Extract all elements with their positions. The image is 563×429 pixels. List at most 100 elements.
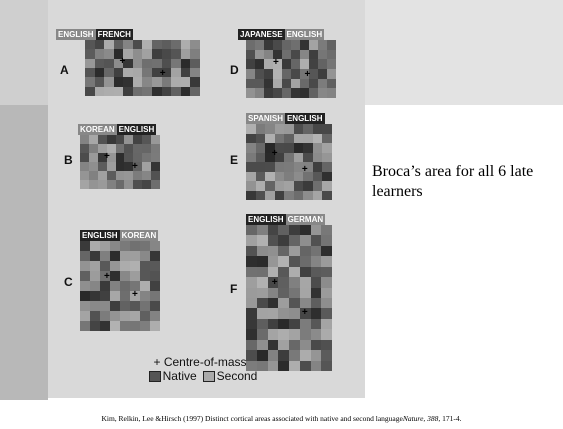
scan-cell	[181, 49, 191, 58]
scan-cell	[278, 225, 289, 235]
scan-cell	[284, 134, 294, 144]
scan-cell	[311, 298, 322, 308]
scan-cell	[150, 321, 160, 331]
scan-cell	[300, 361, 311, 371]
scan-cell	[152, 87, 162, 96]
scan-cell	[278, 246, 289, 256]
scan-cell	[257, 329, 268, 339]
scan-cell	[322, 181, 332, 191]
scan-cell	[85, 87, 95, 96]
scan-cell	[275, 124, 285, 134]
caption: Broca’s area for all 6 late learners	[372, 162, 542, 202]
scan-cell	[110, 321, 120, 331]
scan-cell	[181, 87, 191, 96]
scan-cell	[278, 235, 289, 245]
scan-cell	[133, 49, 143, 58]
scan-cell	[142, 68, 152, 77]
scan-cell	[294, 134, 304, 144]
scan-cell	[257, 225, 268, 235]
scan-cell	[142, 153, 151, 162]
label: FRENCH	[96, 29, 133, 40]
scan-cell	[311, 225, 322, 235]
scan-cell	[104, 40, 114, 49]
scan-cell	[120, 251, 130, 261]
scan-cell	[257, 308, 268, 318]
scan-cell	[300, 288, 311, 298]
scan-cell	[80, 271, 90, 281]
scan-cell	[150, 311, 160, 321]
scan-cell	[309, 50, 318, 60]
scan-cell	[80, 281, 90, 291]
panel-labels: JAPANESEENGLISH	[238, 29, 324, 40]
scan-cell	[140, 271, 150, 281]
scan-cell	[264, 50, 273, 60]
scan-cell	[98, 162, 107, 171]
scan-cell	[321, 225, 332, 235]
scan-cell	[321, 350, 332, 360]
scan-cell	[133, 59, 143, 68]
centre-marker: +	[272, 277, 278, 288]
scan-cell	[133, 87, 143, 96]
scan-cell	[171, 40, 181, 49]
scan-cell	[246, 308, 257, 318]
scan-cell	[104, 77, 114, 86]
centre-marker: +	[272, 148, 278, 159]
scan-cell	[110, 311, 120, 321]
scan	[246, 124, 332, 200]
scan-cell	[133, 135, 142, 144]
scan-cell	[311, 267, 322, 277]
scan-cell	[162, 59, 172, 68]
scan-cell	[327, 69, 336, 79]
scan-cell	[256, 143, 266, 153]
scan-cell	[300, 277, 311, 287]
scan-cell	[104, 68, 114, 77]
scan-cell	[142, 49, 152, 58]
scan-cell	[116, 171, 125, 180]
scan-cell	[98, 171, 107, 180]
scan-cell	[95, 59, 105, 68]
scan-cell	[311, 308, 322, 318]
label: GERMAN	[286, 214, 326, 225]
scan-cell	[246, 50, 255, 60]
scan-cell	[162, 87, 172, 96]
scan-cell	[90, 311, 100, 321]
scan-cell	[268, 308, 279, 318]
scan-cell	[89, 153, 98, 162]
scan-cell	[275, 162, 285, 172]
scan-cell	[282, 79, 291, 89]
scan-cell	[100, 311, 110, 321]
scan-cell	[278, 350, 289, 360]
scan-cell	[162, 40, 172, 49]
scan-cell	[294, 124, 304, 134]
scan-cell	[284, 191, 294, 201]
scan-cell	[85, 49, 95, 58]
scan-cell	[90, 251, 100, 261]
scan-cell	[95, 68, 105, 77]
scan-cell	[100, 241, 110, 251]
scan-cell	[278, 288, 289, 298]
scan-cell	[282, 59, 291, 69]
scan-cell	[300, 340, 311, 350]
scan-cell	[278, 319, 289, 329]
scan-cell	[171, 77, 181, 86]
panel-letter: E	[230, 153, 238, 167]
label: SPANISH	[246, 113, 285, 124]
scan-cell	[80, 171, 89, 180]
scan-cell	[278, 267, 289, 277]
scan-cell	[89, 135, 98, 144]
scan-cell	[80, 311, 90, 321]
label: ENGLISH	[80, 230, 120, 241]
scan-cell	[289, 298, 300, 308]
scan-cell	[311, 340, 322, 350]
scan-cell	[124, 135, 133, 144]
scan-cell	[311, 256, 322, 266]
scan-cell	[327, 50, 336, 60]
scan-cell	[321, 361, 332, 371]
scan-cell	[95, 49, 105, 58]
scan-cell	[246, 79, 255, 89]
scan-cell	[273, 40, 282, 50]
scan-cell	[151, 144, 160, 153]
scan-cell	[289, 235, 300, 245]
scan-cell	[123, 68, 133, 77]
scan-cell	[89, 162, 98, 171]
